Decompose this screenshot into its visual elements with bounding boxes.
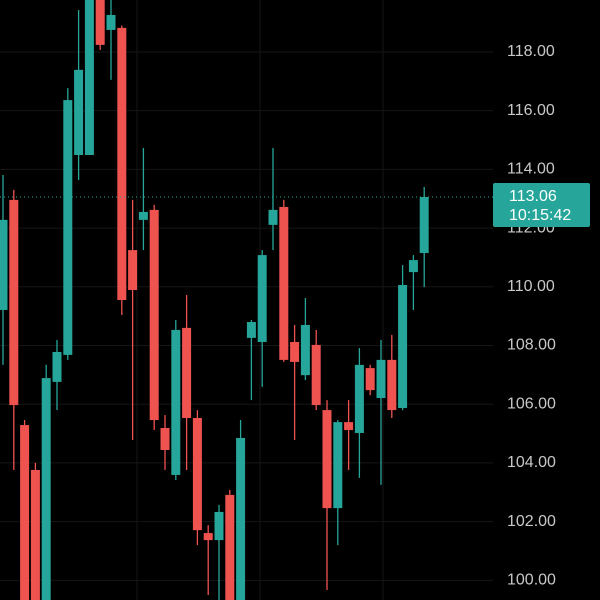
candle-body — [300, 324, 310, 376]
candle-body — [322, 410, 332, 509]
y-tick-label: 116.00 — [507, 102, 555, 119]
candle-body — [128, 250, 138, 291]
candle-body — [160, 427, 170, 450]
candle-body — [236, 437, 246, 600]
y-tick-label: 114.00 — [507, 161, 555, 178]
candle-body — [290, 341, 300, 362]
candle-body — [138, 211, 148, 220]
candle-body — [171, 329, 181, 475]
candle-body — [20, 425, 30, 600]
y-tick-label: 102.00 — [507, 513, 556, 530]
candle-body — [30, 469, 40, 600]
candle-body — [419, 196, 429, 254]
candle-body — [279, 206, 289, 360]
candle-body — [268, 209, 278, 225]
price-tag-time: 10:15:42 — [509, 207, 571, 224]
candle-body — [225, 494, 235, 600]
candle-body — [149, 209, 159, 421]
y-tick-label: 100.00 — [507, 572, 556, 589]
candle-body — [365, 368, 375, 391]
candle-body — [387, 359, 397, 411]
candle-body — [246, 322, 256, 338]
candle-body — [344, 422, 354, 431]
candle-body — [84, 0, 94, 155]
candle-body — [311, 344, 321, 406]
candle-body — [95, 0, 105, 45]
y-tick-label: 110.00 — [507, 278, 555, 295]
y-tick-label: 108.00 — [507, 337, 556, 354]
candle-body — [214, 511, 224, 541]
y-tick-label: 118.00 — [507, 43, 555, 60]
candle-body — [398, 285, 408, 409]
price-tag — [493, 182, 590, 227]
candles — [0, 0, 429, 600]
y-axis: 100.00102.00104.00106.00108.00110.00112.… — [507, 43, 556, 588]
candle-body — [182, 327, 192, 419]
candle-body — [333, 422, 343, 509]
price-overlay: 113.06 10:15:42 — [0, 182, 590, 227]
candle-body — [408, 260, 418, 273]
candle-body — [63, 100, 73, 355]
candle-body — [257, 255, 267, 342]
grid — [0, 51, 493, 581]
candle-body — [354, 364, 364, 433]
y-tick-label: 104.00 — [507, 454, 556, 471]
candle-body — [192, 418, 202, 531]
candle-body — [117, 27, 127, 300]
candle-body — [0, 219, 8, 310]
candle-body — [52, 351, 62, 382]
candle-body — [203, 533, 213, 541]
price-tag-value: 113.06 — [509, 188, 557, 205]
candle-body — [9, 199, 19, 406]
candle-body — [74, 69, 84, 155]
candle-body — [106, 14, 116, 30]
candle-body — [41, 378, 51, 600]
candle-body — [376, 359, 386, 399]
y-tick-label: 106.00 — [507, 395, 556, 412]
